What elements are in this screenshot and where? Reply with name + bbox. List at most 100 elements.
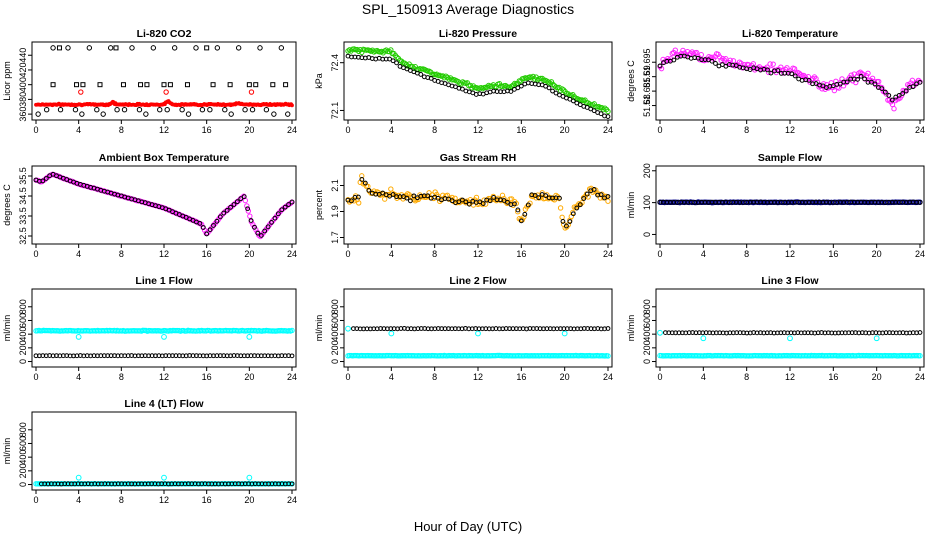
data-point <box>114 106 120 113</box>
panel-title: Li-820 CO2 <box>137 28 192 40</box>
data-point <box>50 45 56 51</box>
data-point <box>765 69 772 76</box>
data-point <box>770 61 776 67</box>
x-tick-label: 0 <box>657 372 662 382</box>
data-point <box>567 219 573 224</box>
data-point <box>227 82 233 88</box>
marks <box>34 45 294 117</box>
data-point <box>553 90 559 96</box>
x-tick-label: 0 <box>657 125 662 135</box>
y-axis-label: percent <box>314 189 324 220</box>
data-point <box>65 45 71 51</box>
y-axis-label: ml/min <box>626 192 636 219</box>
x-tick-label: 12 <box>785 249 795 259</box>
x-tick-label: 16 <box>516 249 526 259</box>
data-point <box>882 89 888 95</box>
data-point <box>671 57 677 63</box>
data-point <box>278 45 285 51</box>
x-tick-label: 12 <box>159 372 169 382</box>
x-tick-label: 8 <box>744 372 749 382</box>
x-tick-label: 20 <box>244 495 254 505</box>
x-tick-label: 4 <box>389 125 394 135</box>
x-tick-label: 20 <box>872 125 882 135</box>
data-point <box>411 193 417 199</box>
data-point <box>891 106 897 112</box>
data-point <box>605 114 611 119</box>
data-point <box>179 106 185 113</box>
y-tick-label: 51.68 <box>642 94 652 117</box>
y-tick-label: 200 <box>642 163 652 178</box>
x-tick-label: 16 <box>516 372 526 382</box>
data-point <box>35 111 41 117</box>
y-tick-label: 0 <box>18 482 28 487</box>
data-point <box>700 335 707 342</box>
series-low <box>38 481 295 487</box>
series-box-black <box>33 171 295 238</box>
x-tick-label: 12 <box>473 125 483 135</box>
data-point <box>394 60 399 66</box>
data-point <box>900 91 906 96</box>
data-point <box>228 111 234 117</box>
data-point <box>550 88 555 94</box>
data-point <box>366 187 372 193</box>
data-point <box>57 106 64 113</box>
x-tick-label: 0 <box>33 125 38 135</box>
y-axis-label: ml/min <box>626 315 636 342</box>
panel-2: Li-820 Pressure kPa 0 4 8 12 16 20 24 72.1 72.4 <box>314 28 613 135</box>
x-tick-label: 8 <box>432 249 437 259</box>
data-point <box>449 198 455 204</box>
data-point <box>258 233 264 238</box>
data-point <box>605 108 611 115</box>
marks <box>33 474 295 487</box>
data-point <box>508 89 514 94</box>
data-point <box>917 200 923 205</box>
x-tick-label: 20 <box>560 249 570 259</box>
panel-8: Line 2 Flow ml/min 0 4 8 12 16 20 24 0 20040060080… <box>314 275 613 382</box>
data-point <box>543 193 548 199</box>
data-point <box>557 205 564 211</box>
data-point <box>585 194 591 200</box>
data-point <box>286 202 291 207</box>
x-tick-label: 20 <box>872 372 882 382</box>
data-point <box>539 190 545 196</box>
y-axis-label: kPa <box>314 73 324 89</box>
data-point <box>246 474 253 481</box>
y-tick-label: 100 <box>642 195 652 210</box>
data-point <box>909 77 916 84</box>
data-point <box>591 187 597 192</box>
y-tick-label: 360 <box>18 107 28 122</box>
panel-10: Line 4 (LT) Flow ml/min 0 4 8 12 16 20 24 0 200400… <box>2 398 297 505</box>
data-point <box>143 111 149 117</box>
data-point <box>768 70 774 76</box>
data-point <box>290 103 294 108</box>
data-point <box>464 80 470 86</box>
data-point <box>207 106 213 113</box>
data-point <box>678 50 685 57</box>
data-point <box>487 198 493 204</box>
data-point <box>480 201 486 206</box>
panel-4: Ambient Box Temperature degrees C 0 4 8 12 16 2… <box>2 152 297 259</box>
data-point <box>513 200 519 207</box>
data-point <box>217 214 223 220</box>
figure-xlabel: Hour of Day (UTC) <box>414 519 522 534</box>
data-point <box>382 196 388 202</box>
y-tick-label: 800 <box>330 299 340 314</box>
y-tick-label: 600 <box>642 313 652 328</box>
marks <box>657 47 923 112</box>
plot-frame <box>31 411 297 491</box>
data-point <box>214 45 221 51</box>
data-point <box>872 81 878 87</box>
x-tick-label: 12 <box>473 372 483 382</box>
x-tick-label: 8 <box>744 125 749 135</box>
data-point <box>862 76 867 82</box>
data-point <box>858 73 864 79</box>
x-tick-label: 12 <box>785 372 795 382</box>
data-point <box>898 92 905 99</box>
data-point <box>403 61 409 68</box>
data-point <box>248 218 254 223</box>
data-point <box>161 82 167 88</box>
data-point <box>428 75 434 81</box>
data-point <box>378 48 385 55</box>
x-tick-label: 24 <box>915 372 925 382</box>
x-tick-label: 24 <box>603 249 613 259</box>
